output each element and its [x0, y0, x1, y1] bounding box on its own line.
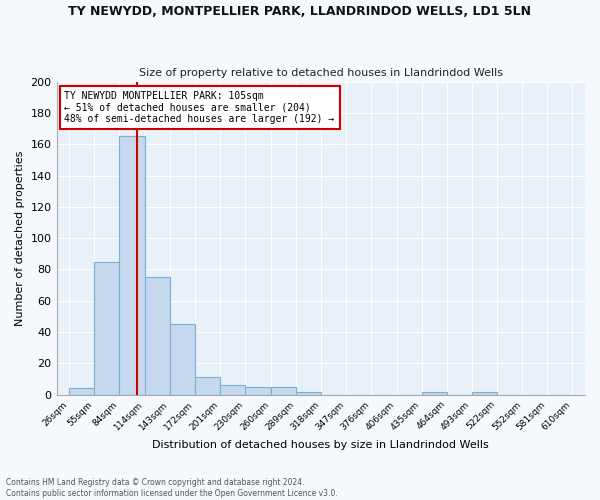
- Text: TY NEWYDD, MONTPELLIER PARK, LLANDRINDOD WELLS, LD1 5LN: TY NEWYDD, MONTPELLIER PARK, LLANDRINDOD…: [68, 5, 532, 18]
- Bar: [94, 262, 119, 394]
- Title: Size of property relative to detached houses in Llandrindod Wells: Size of property relative to detached ho…: [139, 68, 503, 78]
- Bar: [170, 324, 195, 394]
- X-axis label: Distribution of detached houses by size in Llandrindod Wells: Distribution of detached houses by size …: [152, 440, 489, 450]
- Text: TY NEWYDD MONTPELLIER PARK: 105sqm
← 51% of detached houses are smaller (204)
48: TY NEWYDD MONTPELLIER PARK: 105sqm ← 51%…: [64, 91, 335, 124]
- Bar: [145, 278, 170, 394]
- Text: Contains HM Land Registry data © Crown copyright and database right 2024.
Contai: Contains HM Land Registry data © Crown c…: [6, 478, 338, 498]
- Bar: [220, 386, 245, 394]
- Bar: [422, 392, 446, 394]
- Bar: [271, 387, 296, 394]
- Bar: [195, 378, 220, 394]
- Bar: [119, 136, 145, 394]
- Bar: [245, 387, 271, 394]
- Bar: [296, 392, 321, 394]
- Bar: [69, 388, 94, 394]
- Bar: [472, 392, 497, 394]
- Y-axis label: Number of detached properties: Number of detached properties: [15, 150, 25, 326]
